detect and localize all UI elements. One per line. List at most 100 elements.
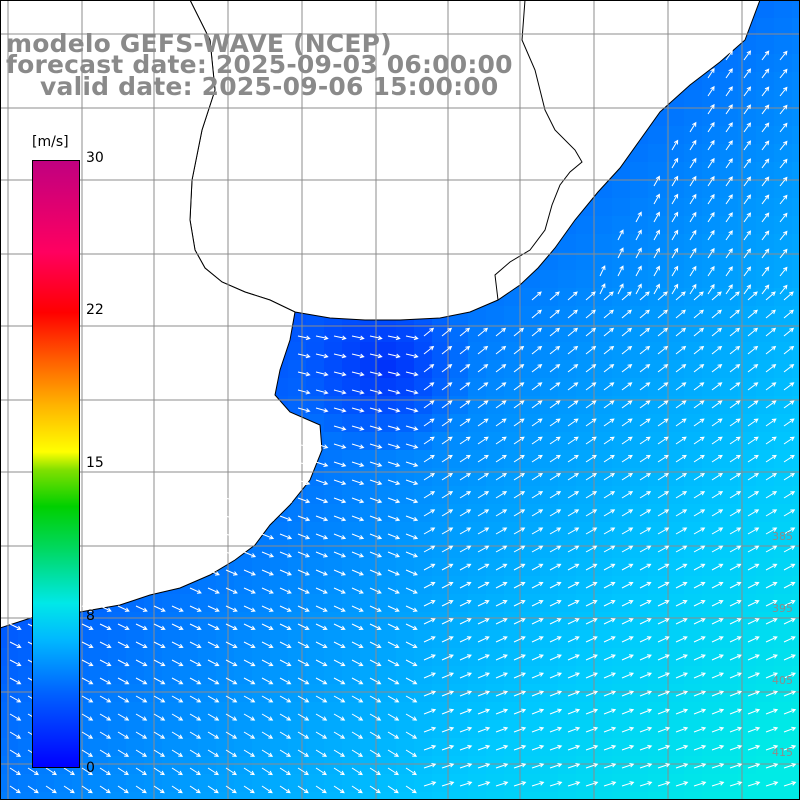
wind-arrow bbox=[351, 407, 365, 413]
wind-speed-cell bbox=[648, 612, 667, 631]
wind-arrow bbox=[689, 283, 697, 295]
wind-arrow bbox=[603, 309, 614, 319]
wind-arrow bbox=[387, 479, 401, 486]
wind-speed-cell bbox=[612, 180, 631, 199]
wind-speed-cell bbox=[54, 774, 73, 793]
wind-speed-cell bbox=[738, 630, 757, 649]
wind-arrow bbox=[729, 781, 743, 787]
wind-arrow bbox=[747, 563, 760, 571]
wind-speed-cell bbox=[198, 666, 217, 685]
wind-speed-cell bbox=[666, 486, 685, 505]
wind-arrow bbox=[189, 659, 202, 667]
wind-speed-cell bbox=[450, 612, 469, 631]
wind-arrow bbox=[549, 509, 562, 517]
wind-speed-cell bbox=[756, 252, 775, 271]
wind-speed-cell bbox=[738, 432, 757, 451]
wind-arrow bbox=[549, 708, 563, 715]
wind-speed-cell bbox=[774, 648, 793, 667]
wind-speed-cell bbox=[504, 792, 523, 800]
wind-arrow bbox=[243, 605, 256, 612]
wind-arrow bbox=[423, 400, 435, 409]
wind-arrow bbox=[689, 175, 697, 187]
wind-arrow bbox=[765, 581, 778, 589]
wind-speed-cell bbox=[648, 684, 667, 703]
wind-speed-cell bbox=[576, 270, 595, 289]
wind-arrow bbox=[657, 472, 670, 481]
wind-arrow bbox=[261, 731, 274, 739]
wind-speed-cell bbox=[774, 144, 793, 163]
wind-speed-cell bbox=[450, 486, 469, 505]
wind-arrow bbox=[693, 327, 705, 337]
wind-speed-cell bbox=[648, 414, 667, 433]
wind-speed-cell bbox=[630, 198, 649, 217]
wind-speed-cell bbox=[648, 540, 667, 559]
wind-arrow bbox=[531, 527, 544, 535]
wind-speed-cell bbox=[540, 504, 559, 523]
wind-speed-cell bbox=[432, 738, 451, 757]
wind-arrow bbox=[761, 50, 770, 61]
wind-arrow bbox=[333, 371, 347, 377]
wind-speed-cell bbox=[288, 666, 307, 685]
wind-arrow bbox=[779, 122, 788, 133]
wind-speed-cell bbox=[630, 720, 649, 739]
wind-arrow bbox=[369, 551, 383, 558]
wind-speed-cell bbox=[594, 756, 613, 775]
wind-speed-cell bbox=[90, 648, 109, 667]
wind-arrow bbox=[585, 600, 598, 607]
wind-speed-cell bbox=[630, 216, 649, 235]
wind-arrow bbox=[117, 767, 129, 776]
wind-arrow bbox=[225, 569, 238, 576]
wind-arrow bbox=[729, 726, 743, 733]
wind-speed-cell bbox=[72, 774, 91, 793]
wind-arrow bbox=[405, 497, 419, 504]
wind-speed-cell bbox=[486, 630, 505, 649]
wind-arrow bbox=[567, 744, 581, 751]
wind-speed-cell bbox=[666, 630, 685, 649]
wind-arrow bbox=[567, 454, 579, 463]
wind-arrow bbox=[639, 563, 652, 571]
wind-speed-cell bbox=[774, 702, 793, 721]
wind-arrow bbox=[765, 400, 777, 409]
wind-speed-cell bbox=[504, 576, 523, 595]
wind-speed-cell bbox=[432, 486, 451, 505]
wind-speed-cell bbox=[432, 792, 451, 800]
wind-speed-cell bbox=[396, 774, 415, 793]
wind-arrow bbox=[639, 527, 652, 535]
wind-arrow bbox=[783, 708, 797, 715]
wind-arrow bbox=[621, 654, 634, 661]
wind-arrow bbox=[639, 309, 650, 319]
wind-speed-cell bbox=[648, 144, 667, 163]
wind-speed-cell bbox=[792, 630, 800, 649]
wind-arrow bbox=[707, 139, 715, 151]
wind-speed-cell bbox=[774, 234, 793, 253]
wind-arrow bbox=[513, 364, 525, 373]
wind-arrow bbox=[639, 454, 651, 463]
wind-speed-cell bbox=[738, 252, 757, 271]
wind-speed-cell bbox=[144, 666, 163, 685]
wind-speed-cell bbox=[630, 288, 649, 307]
wind-arrow bbox=[729, 382, 741, 391]
wind-arrow bbox=[135, 749, 148, 757]
wind-speed-cell bbox=[270, 594, 289, 613]
wind-speed-cell bbox=[774, 198, 793, 217]
wind-speed-cell bbox=[324, 378, 343, 397]
wind-arrow bbox=[513, 762, 527, 769]
wind-speed-cell bbox=[738, 180, 757, 199]
wind-speed-cell bbox=[216, 594, 235, 613]
wind-arrow bbox=[333, 533, 347, 540]
wind-speed-cell bbox=[792, 252, 800, 271]
wind-arrow bbox=[513, 545, 526, 553]
wind-arrow bbox=[689, 229, 697, 241]
wind-arrow bbox=[387, 551, 401, 558]
wind-arrow bbox=[531, 690, 545, 697]
wind-speed-cell bbox=[576, 594, 595, 613]
wind-speed-cell bbox=[594, 720, 613, 739]
wind-speed-cell bbox=[702, 108, 721, 127]
wind-arrow bbox=[675, 581, 688, 589]
wind-speed-cell bbox=[774, 18, 793, 37]
wind-speed-cell bbox=[666, 774, 685, 793]
wind-arrow bbox=[621, 472, 634, 481]
wind-speed-cell bbox=[576, 306, 595, 325]
wind-arrow bbox=[567, 708, 581, 715]
wind-arrow bbox=[333, 785, 345, 794]
